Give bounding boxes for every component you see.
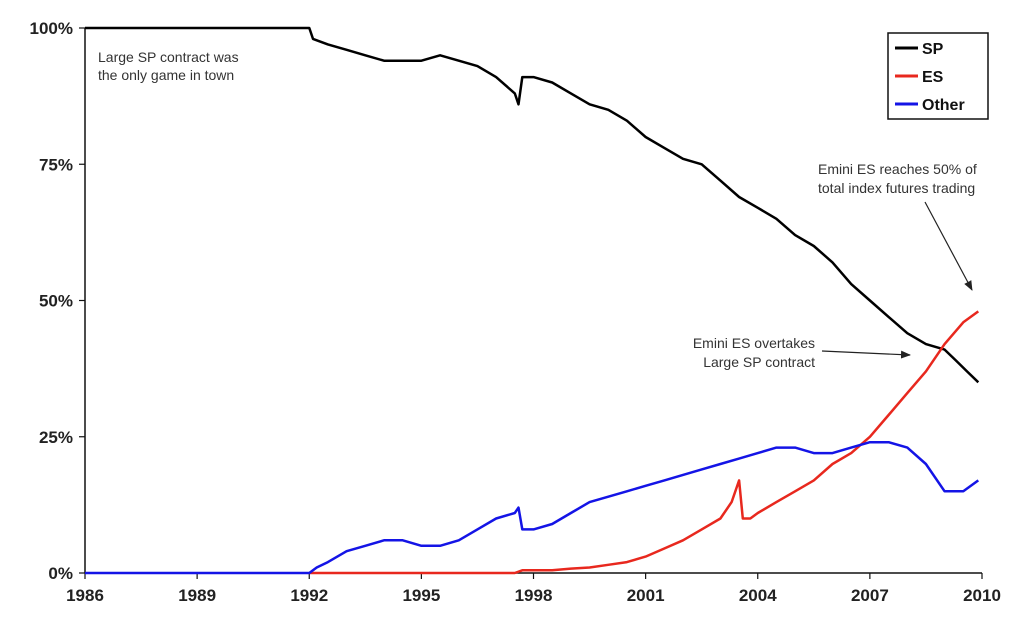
legend-item-other: Other [895, 97, 965, 114]
x-tick-label: 1992 [290, 586, 328, 605]
annotation-reaches-50-arrow [924, 201, 973, 291]
annotation-only-game-line1: Large SP contract was [98, 49, 239, 65]
x-tick-label: 1989 [178, 586, 216, 605]
series-line-other [85, 440, 980, 575]
annotation-reaches-50-line2: total index futures trading [818, 180, 975, 196]
series-line-es [309, 310, 980, 575]
y-tick-label: 25% [39, 428, 73, 447]
x-tick-label: 2004 [739, 586, 777, 605]
annotation-overtakes-line2: Large SP contract [703, 354, 815, 370]
series-line-sp [85, 26, 980, 384]
x-tick-label: 2001 [627, 586, 665, 605]
legend-label-other: Other [922, 97, 965, 114]
x-tick-label: 2010 [963, 586, 1001, 605]
legend: SP ES Other [887, 32, 989, 120]
annotation-reaches-50: Emini ES reaches 50% of total index futu… [818, 161, 977, 291]
y-tick-label: 100% [30, 19, 73, 38]
annotation-overtakes-line1: Emini ES overtakes [693, 335, 815, 351]
legend-item-es: ES [895, 69, 944, 86]
annotation-only-game-line2: the only game in town [98, 67, 234, 83]
x-tick-label: 1998 [515, 586, 553, 605]
annotation-overtakes: Emini ES overtakes Large SP contract [693, 335, 911, 370]
y-tick-label: 0% [48, 564, 73, 583]
annotation-only-game: Large SP contract was the only game in t… [98, 49, 239, 83]
annotation-overtakes-arrow [821, 350, 911, 359]
axes: 0% 25% 50% 75% 100% 1986 1989 1992 1995 1998 2001 2… [30, 19, 1001, 605]
x-tick-label: 2007 [851, 586, 889, 605]
y-tick-label: 75% [39, 155, 73, 174]
legend-label-es: ES [922, 69, 944, 86]
annotation-reaches-50-line1: Emini ES reaches 50% of [818, 161, 977, 177]
x-tick-label: 1986 [66, 586, 104, 605]
series-layer [85, 26, 980, 575]
legend-item-sp: SP [895, 41, 944, 58]
legend-label-sp: SP [922, 41, 944, 58]
x-tick-label: 1995 [402, 586, 440, 605]
y-tick-label: 50% [39, 292, 73, 311]
